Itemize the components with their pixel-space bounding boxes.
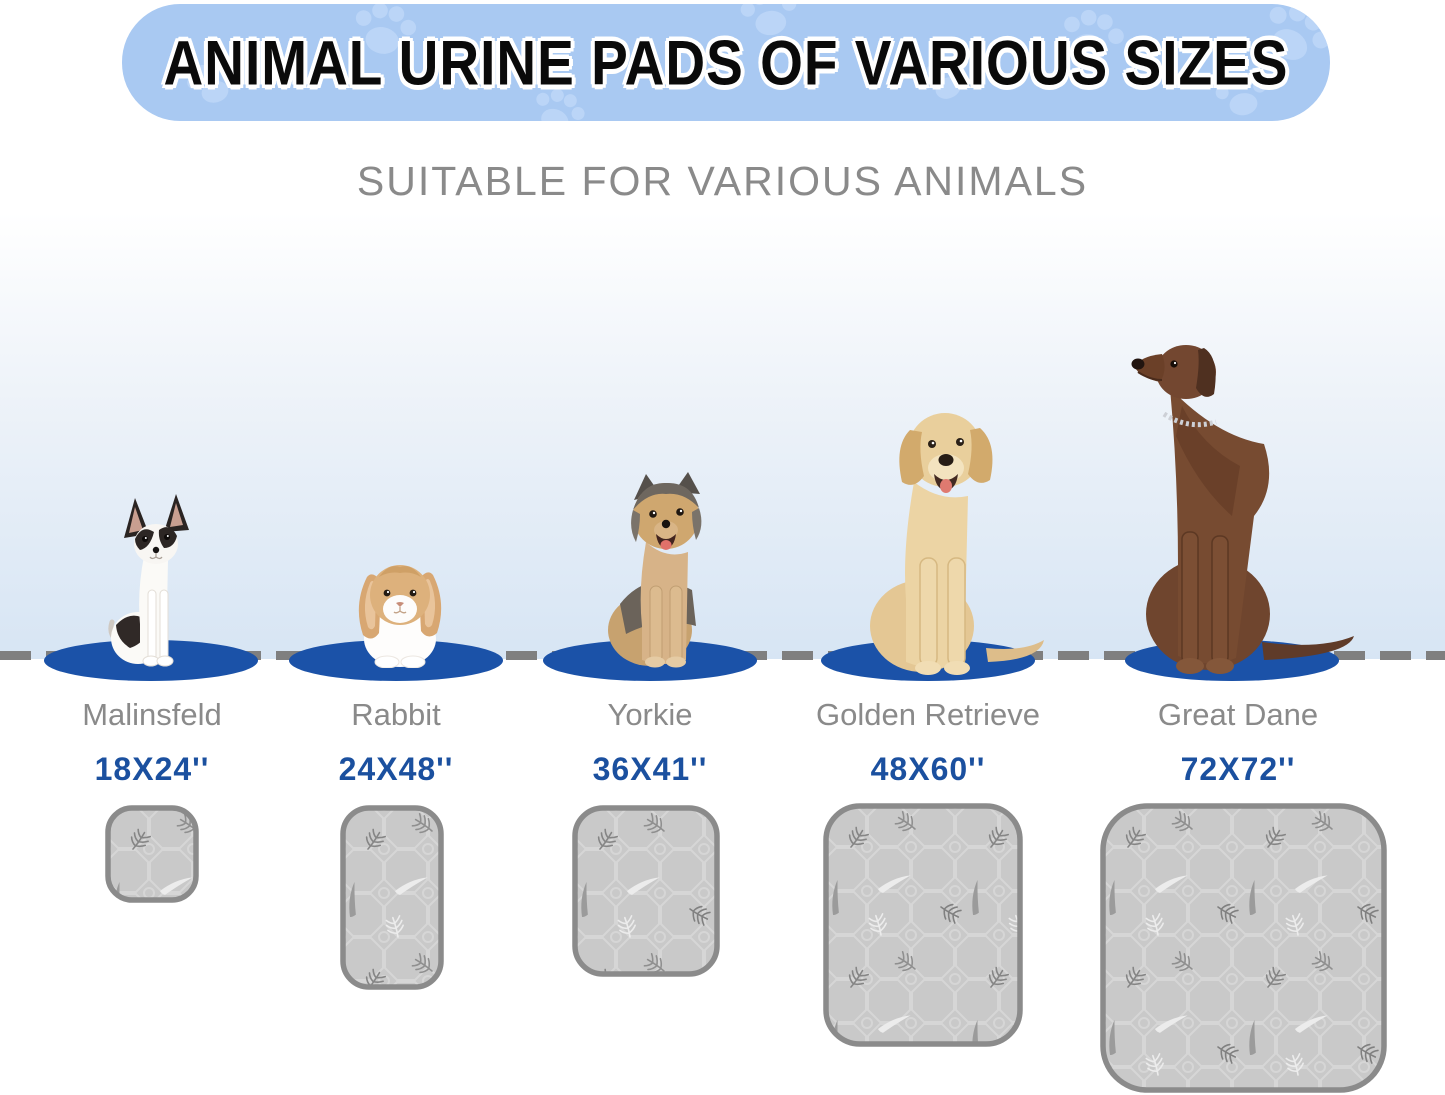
subtitle: SUITABLE FOR VARIOUS ANIMALS — [356, 158, 1089, 204]
urine-pad-48x60 — [823, 803, 1023, 1047]
banner: ANIMAL URINE PADS OF VARIOUS SIZES — [122, 4, 1330, 121]
pad-size-72x72: 72X72'' — [1180, 751, 1296, 787]
urine-pad-18x24 — [105, 805, 199, 903]
yorkshire-terrier-illustration — [608, 472, 702, 668]
golden-retriever-illustration — [870, 413, 1044, 675]
chihuahua-illustration — [108, 494, 189, 667]
page-title: ANIMAL URINE PADS OF VARIOUS SIZES — [163, 27, 1289, 98]
pad-size-18x24: 18X24'' — [94, 751, 210, 787]
urine-pad-72x72 — [1100, 803, 1387, 1093]
urine-pad-24x48 — [340, 805, 444, 990]
great-dane-illustration — [1131, 345, 1354, 674]
pad-size-24x48: 24X48'' — [338, 751, 454, 787]
animal-name-rabbit: Rabbit — [351, 697, 441, 732]
animal-name-golden-retriever: Golden Retrieve — [815, 697, 1040, 732]
animal-name-malinsfeld: Malinsfeld — [82, 697, 222, 732]
pad-size-36x41: 36X41'' — [592, 751, 708, 787]
pad-size-48x60: 48X60'' — [870, 751, 986, 787]
urine-pad-36x41 — [572, 805, 720, 977]
animal-name-yorkie: Yorkie — [607, 697, 693, 732]
animal-name-great-dane: Great Dane — [1157, 697, 1319, 732]
lop-rabbit-illustration — [358, 565, 442, 668]
